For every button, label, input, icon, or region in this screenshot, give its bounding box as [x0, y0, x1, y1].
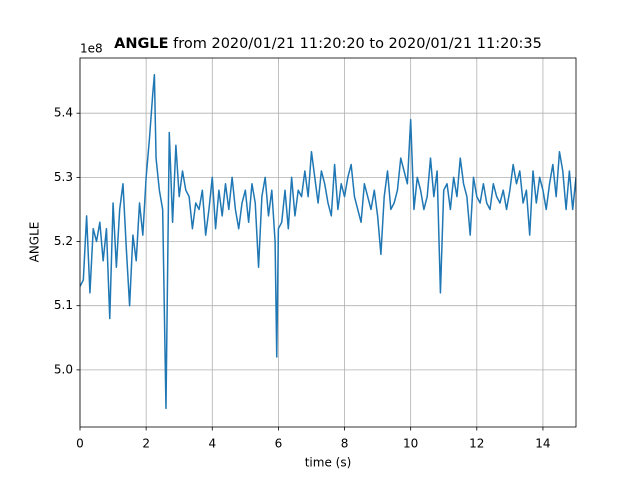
y-tick-label: 5.1 — [54, 298, 73, 312]
x-tick-label: 14 — [535, 437, 550, 451]
y-tick-label: 5.0 — [54, 362, 73, 376]
x-tick-label: 12 — [469, 437, 484, 451]
x-axis-label: time (s) — [305, 456, 352, 470]
title-rest: from 2020/01/21 11:20:20 to 2020/01/21 1… — [173, 36, 542, 52]
y-axis-label: ANGLE — [28, 222, 42, 263]
x-tick-label: 6 — [275, 437, 283, 451]
line-series — [80, 73, 576, 410]
x-tick-label: 4 — [208, 437, 216, 451]
x-tick-label: 0 — [76, 437, 84, 451]
y-tick-label: 5.4 — [54, 106, 73, 120]
chart-title: ANGLE from 2020/01/21 11:20:20 to 2020/0… — [114, 36, 542, 52]
offset-text: 1e8 — [80, 42, 103, 56]
y-tick-label: 5.3 — [54, 170, 73, 184]
plot-frame — [79, 57, 577, 428]
x-tick-label: 10 — [403, 437, 418, 451]
x-tick-label: 8 — [341, 437, 349, 451]
title-bold: ANGLE — [114, 36, 168, 52]
y-tick-label: 5.2 — [54, 234, 73, 248]
x-tick-label: 2 — [142, 437, 150, 451]
